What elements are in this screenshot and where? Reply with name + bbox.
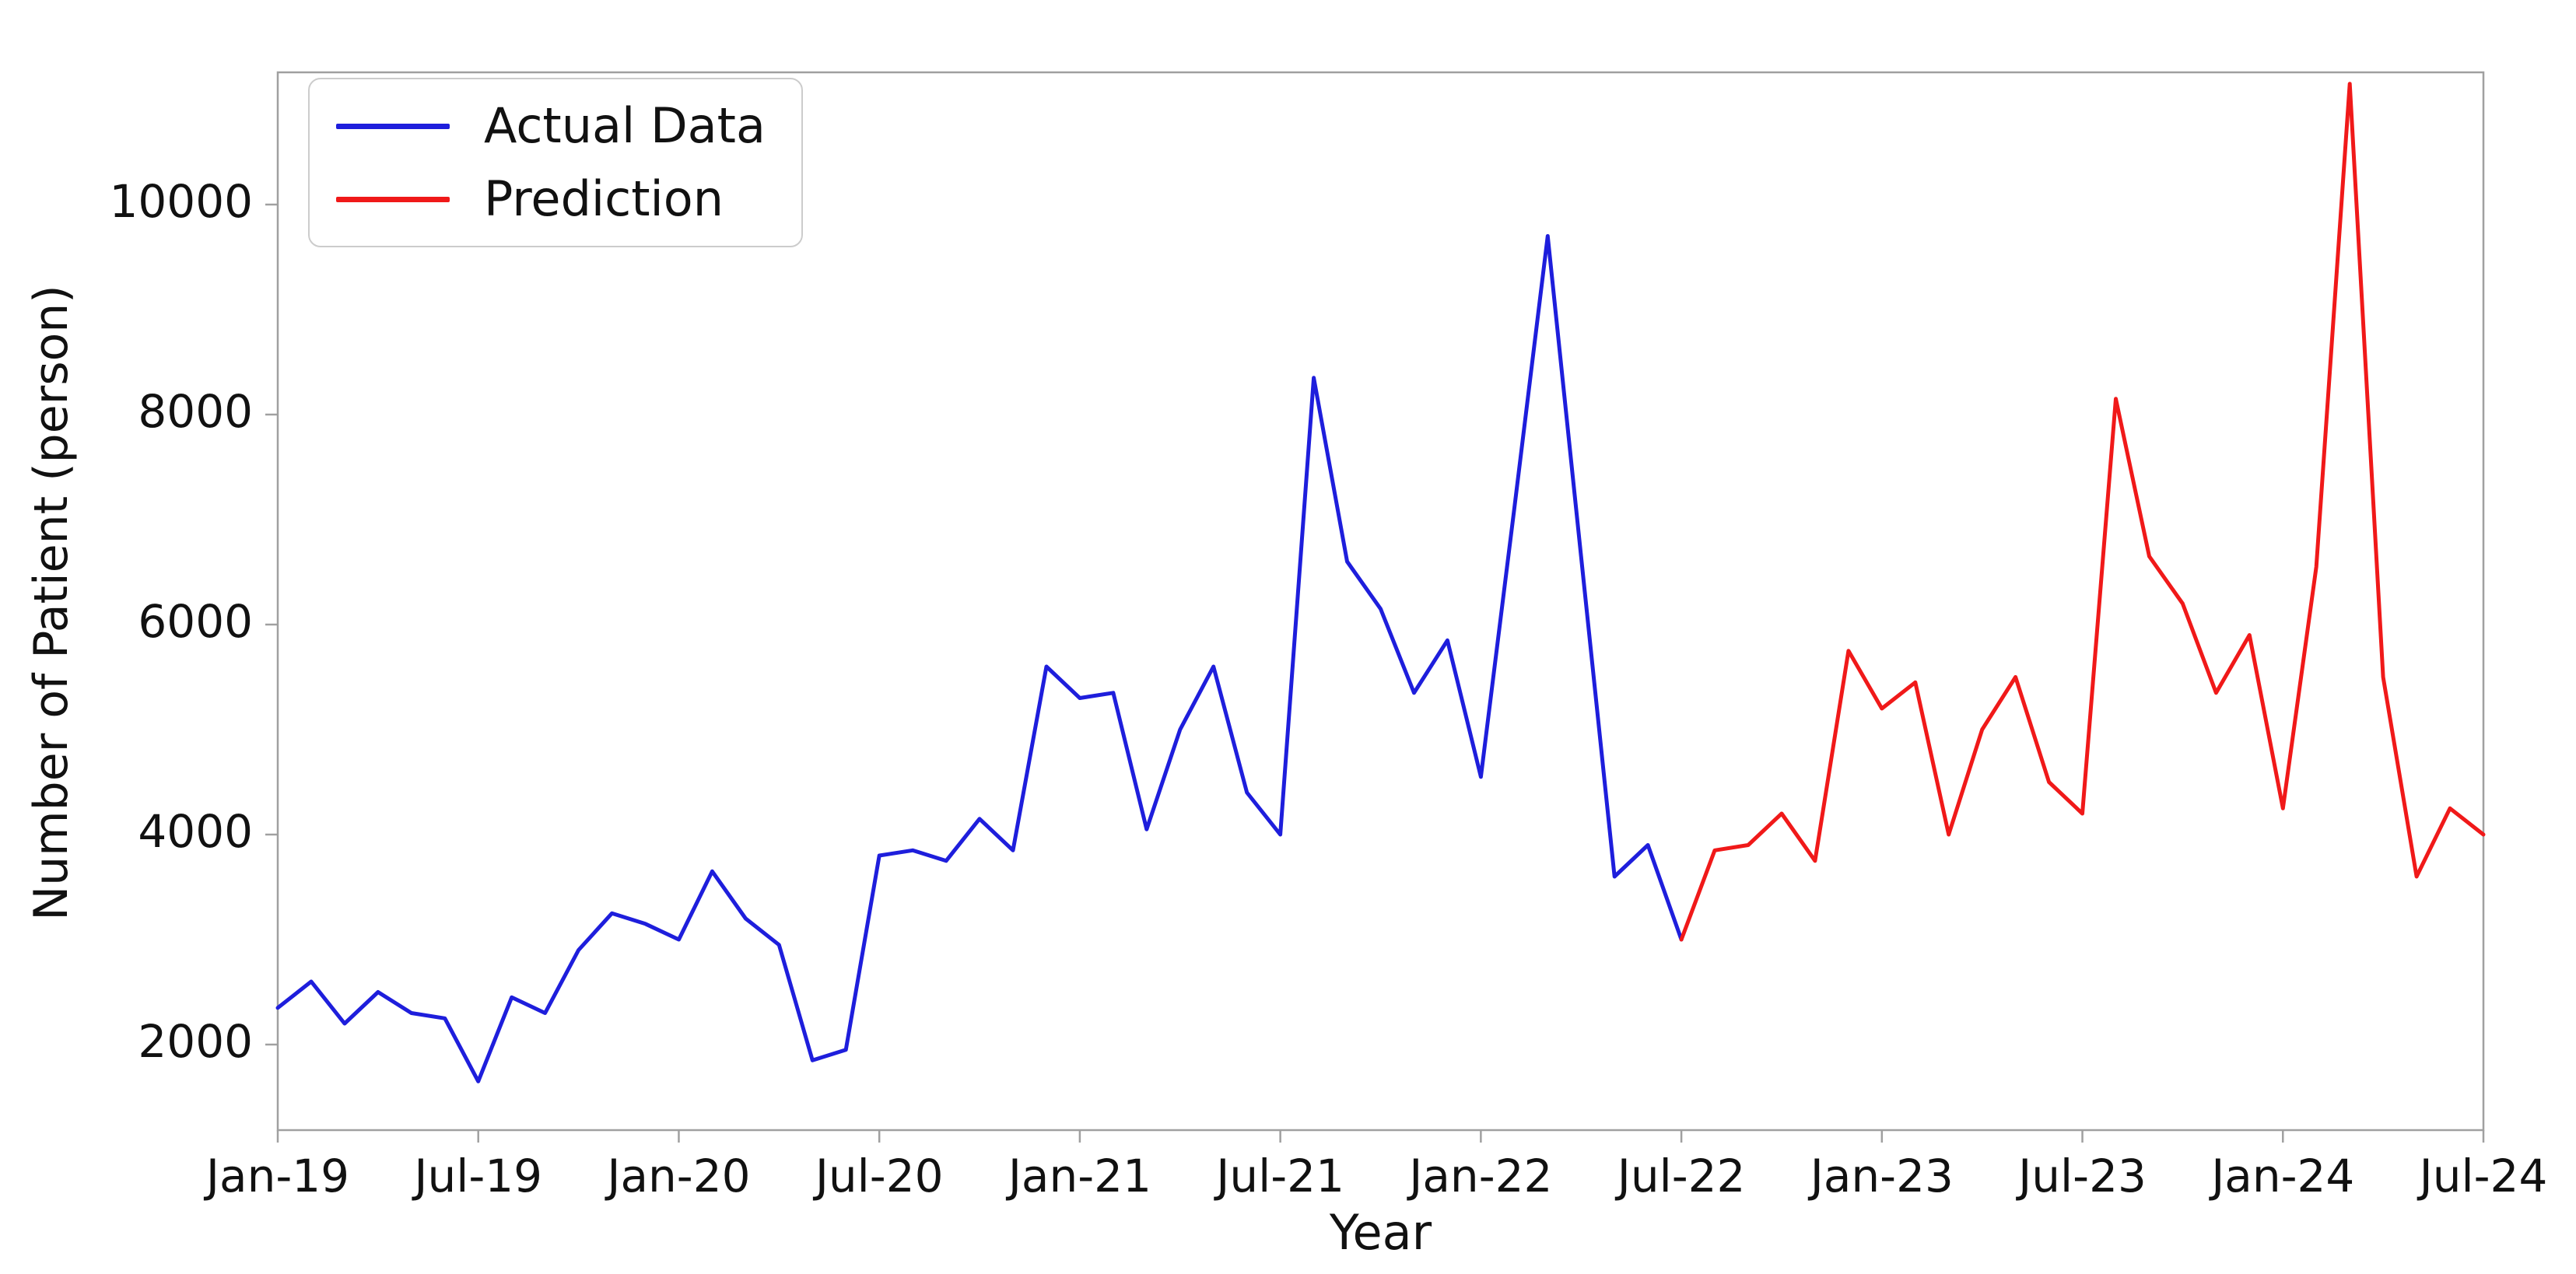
x-tick-label: Jan-19: [204, 1150, 349, 1202]
legend-label-actual-data: Actual Data: [484, 97, 766, 154]
x-tick-label: Jan-23: [1808, 1150, 1954, 1202]
y-tick-label: 8000: [138, 385, 253, 438]
x-tick-label: Jul-23: [2016, 1150, 2147, 1202]
x-tick-label: Jan-21: [1006, 1150, 1151, 1202]
x-tick-label: Jan-20: [605, 1150, 750, 1202]
x-tick-label: Jul-22: [1615, 1150, 1746, 1202]
y-tick-label: 6000: [138, 595, 253, 648]
y-tick-label: 4000: [138, 805, 253, 858]
legend-item-actual-data: Actual Data: [336, 97, 766, 154]
x-axis-title: Year: [1329, 1204, 1432, 1261]
y-axis-title: Number of Patient (person): [24, 285, 79, 921]
prediction-line: [1679, 82, 2486, 942]
x-tick-label: Jan-24: [2209, 1150, 2354, 1202]
x-tick-label: Jul-24: [2417, 1150, 2548, 1202]
legend-item-prediction: Prediction: [336, 170, 766, 228]
x-tick-label: Jul-19: [412, 1150, 542, 1202]
legend: Actual Data Prediction: [308, 78, 803, 248]
legend-line-actual-swatch: [336, 123, 450, 129]
y-tick-label: 10000: [109, 175, 253, 228]
actual-data-line: [275, 234, 1684, 1083]
x-tick-label: Jul-21: [1214, 1150, 1344, 1202]
legend-label-prediction: Prediction: [484, 170, 724, 228]
x-tick-label: Jan-22: [1407, 1150, 1552, 1202]
legend-line-prediction-swatch: [336, 196, 450, 202]
y-tick-label: 2000: [138, 1015, 253, 1068]
plot-border: [276, 71, 2485, 1132]
x-tick-label: Jul-20: [813, 1150, 944, 1202]
